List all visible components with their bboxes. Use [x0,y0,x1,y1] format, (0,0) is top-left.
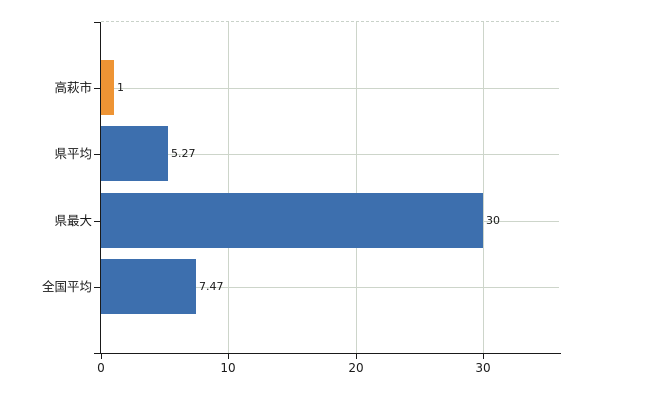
bar [101,60,114,115]
category-label: 県最大 [54,213,92,228]
y-axis-tick [94,221,101,222]
y-axis-tick [94,154,101,155]
x-axis-tick [356,354,357,359]
category-label: 全国平均 [41,279,92,294]
horizontal-gridline [101,88,559,89]
x-tick-label: 10 [220,361,236,375]
y-axis-tick [94,88,101,89]
vertical-gridline [483,22,484,353]
x-axis-line [94,353,561,354]
horizontal-gridline [101,154,559,155]
bar-value-label: 7.47 [199,280,224,293]
bar-value-label: 5.27 [171,147,196,160]
y-axis-line [100,22,101,354]
top-border-line [101,21,559,22]
y-axis-tick [94,22,101,23]
category-label: 高萩市 [54,80,92,95]
x-axis-tick [228,354,229,359]
x-axis-tick [101,354,102,359]
bar-value-label: 1 [117,81,124,94]
bar-value-label: 30 [486,214,500,227]
vertical-gridline [228,22,229,353]
x-axis-tick [483,354,484,359]
y-axis-tick [94,287,101,288]
x-tick-label: 20 [348,361,364,375]
horizontal-gridline [101,287,559,288]
category-label: 県平均 [54,146,92,161]
bar [101,193,483,248]
x-tick-label: 30 [475,361,491,375]
vertical-gridline [356,22,357,353]
x-tick-label: 0 [97,361,105,375]
bar [101,259,196,314]
bar [101,126,168,181]
